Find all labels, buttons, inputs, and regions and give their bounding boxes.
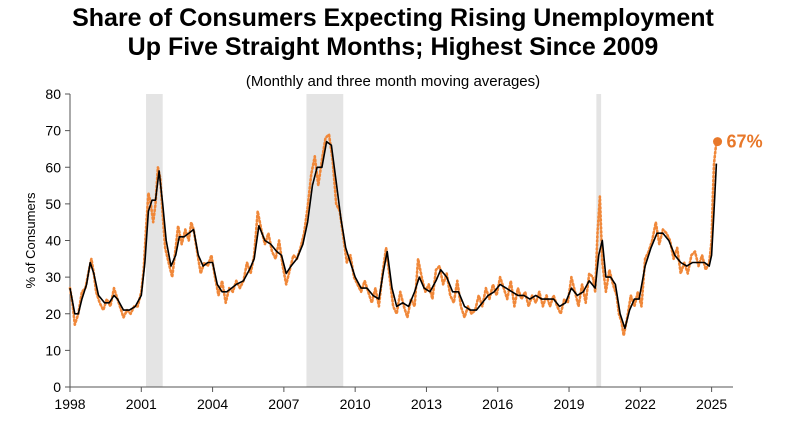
y-tick-label: 60 <box>45 159 61 175</box>
y-axis-title: % of Consumers <box>23 192 38 289</box>
x-tick-label: 2001 <box>126 396 157 412</box>
series-layer <box>68 133 718 337</box>
annotation-layer: 67% <box>713 132 763 152</box>
x-tick-label: 2019 <box>553 396 584 412</box>
moving-average-series-line <box>69 140 718 330</box>
x-tick-label: 2004 <box>197 396 228 412</box>
x-tick-label: 2022 <box>625 396 656 412</box>
recession-band-0 <box>146 94 163 387</box>
recession-bands <box>146 94 602 387</box>
chart-title: Share of Consumers Expecting Rising Unem… <box>0 4 786 62</box>
y-tick-label: 30 <box>45 269 61 285</box>
y-tick-label: 80 <box>45 86 61 102</box>
x-tick-label: 2013 <box>411 396 442 412</box>
y-tick-label: 70 <box>45 123 61 139</box>
axes: 0 10 20 30 40 50 60 70 80 1998 2001 2004 2007 2010 201… <box>23 86 733 412</box>
latest-value-label: 67% <box>727 132 763 152</box>
chart-title-line-1: Share of Consumers Expecting Rising Unem… <box>72 4 714 32</box>
chart-subtitle: (Monthly and three month moving averages… <box>245 73 541 90</box>
y-tick-label: 10 <box>45 342 61 358</box>
x-tick-label: 2007 <box>268 396 299 412</box>
recession-band-2 <box>596 94 602 387</box>
y-tick-label: 20 <box>45 306 61 322</box>
x-tick-label: 2025 <box>696 396 727 412</box>
y-tick-label: 50 <box>45 196 61 212</box>
monthly-series-line <box>68 133 718 337</box>
chart-title-line-2: Up Five Straight Months; Highest Since 2… <box>127 33 659 61</box>
x-tick-label: 1998 <box>54 396 85 412</box>
y-tick-label: 40 <box>45 233 61 249</box>
x-tick-label: 2010 <box>340 396 371 412</box>
y-tick-label: 0 <box>53 379 61 395</box>
latest-value-marker <box>713 137 723 147</box>
x-tick-label: 2016 <box>482 396 513 412</box>
